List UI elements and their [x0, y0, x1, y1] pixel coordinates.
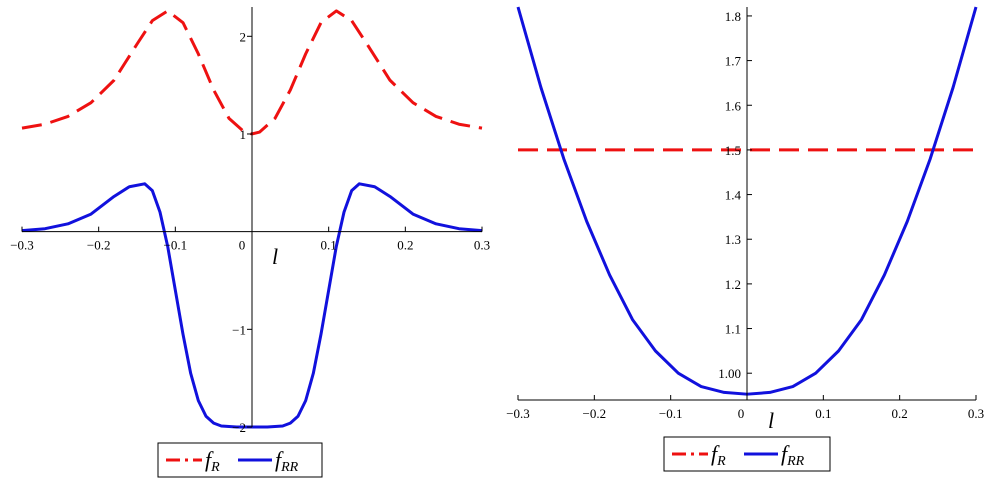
- y-tick-label: 1.3: [725, 232, 741, 247]
- x-tick-label: −0.3: [10, 238, 34, 253]
- right-chart-ticks: −0.3 −0.2 −0.1 0 0.1 0.2 0.3 1.00 1.1 1.2 1.3 1.4 1.…: [506, 9, 984, 421]
- right-legend: fR fRR: [663, 436, 831, 472]
- y-tick-label: 1.2: [725, 277, 741, 292]
- legend-label-f-rr: fRR: [275, 447, 299, 475]
- right-chart: −0.3 −0.2 −0.1 0 0.1 0.2 0.3 1.00 1.1 1.2 1.3 1.4 1.…: [506, 6, 984, 433]
- left-x-axis-label: l: [272, 244, 278, 269]
- y-tick-label: 1.8: [725, 9, 741, 24]
- x-tick-label: −0.3: [506, 406, 530, 421]
- x-tick-label: −0.1: [164, 238, 188, 253]
- x-tick-label: −0.2: [583, 406, 607, 421]
- x-tick-label: −0.1: [659, 406, 683, 421]
- y-tick-label: 1: [240, 127, 247, 142]
- y-tick-label: 1.7: [725, 54, 742, 69]
- x-tick-label: −0.2: [87, 238, 111, 253]
- left-chart: −0.3 −0.2 −0.1 0 0.1 0.2 0.3 −2 −1 1 2 l: [10, 7, 490, 435]
- y-tick-label: 2: [240, 29, 247, 44]
- right-x-axis-label: l: [768, 408, 774, 433]
- y-tick-label: −2: [232, 420, 246, 435]
- x-tick-label: 0: [738, 406, 745, 421]
- x-tick-label: 0.2: [397, 238, 413, 253]
- left-legend: fR fRR: [157, 442, 323, 478]
- x-tick-label: 0: [239, 238, 246, 253]
- left-chart-ticks: −0.3 −0.2 −0.1 0 0.1 0.2 0.3 −2 −1 1 2: [10, 29, 490, 435]
- y-tick-label: 1.5: [725, 143, 741, 158]
- x-tick-label: 0.2: [892, 406, 908, 421]
- x-tick-label: 0.1: [815, 406, 831, 421]
- y-tick-label: 1.00: [718, 366, 741, 381]
- y-tick-label: 1.6: [725, 98, 742, 113]
- legend-label-f-r: fR: [205, 447, 220, 475]
- y-tick-label: 1.4: [725, 188, 742, 203]
- legend-label-f-rr: fRR: [781, 441, 805, 469]
- left-chart-axes: [22, 7, 482, 427]
- right-chart-axes: [518, 7, 976, 401]
- x-tick-label: 0.3: [474, 238, 490, 253]
- y-tick-label: 1.1: [725, 322, 741, 337]
- legend-label-f-r: fR: [711, 441, 726, 469]
- x-tick-label: 0.1: [321, 238, 337, 253]
- x-tick-label: 0.3: [968, 406, 984, 421]
- y-tick-label: −1: [232, 322, 246, 337]
